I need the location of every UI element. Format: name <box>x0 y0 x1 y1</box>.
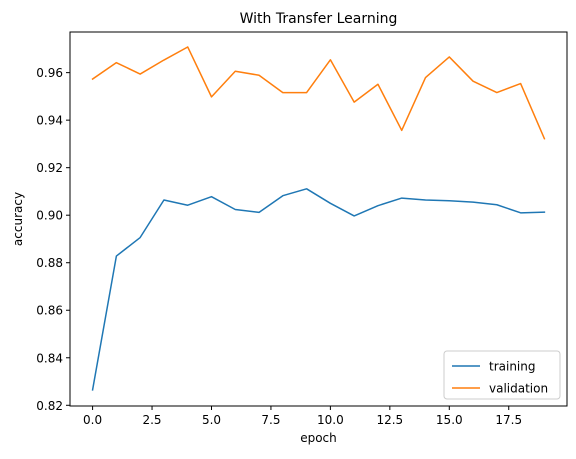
plot-layer <box>91 46 546 391</box>
y-tick-label: 0.90 <box>36 209 63 223</box>
y-axis-ticks: 0.82 0.84 0.86 0.88 0.90 0.92 0.94 0.96 <box>36 66 70 413</box>
y-tick-label: 0.88 <box>36 256 63 270</box>
x-tick-label: 15.0 <box>436 413 463 427</box>
x-axis-label: epoch <box>300 431 337 445</box>
x-tick-label: 10.0 <box>317 413 344 427</box>
series-line-training <box>91 188 546 391</box>
x-tick-label: 0.0 <box>83 413 102 427</box>
y-tick-label: 0.86 <box>36 304 63 318</box>
y-tick-label: 0.92 <box>36 161 63 175</box>
x-tick-label: 17.5 <box>495 413 522 427</box>
legend-label-validation: validation <box>489 382 548 396</box>
chart-title: With Transfer Learning <box>240 11 398 27</box>
y-tick-label: 0.84 <box>36 351 63 365</box>
y-tick-label: 0.82 <box>36 399 63 413</box>
legend-label-training: training <box>489 360 536 374</box>
x-tick-label: 12.5 <box>376 413 403 427</box>
x-tick-label: 7.5 <box>261 413 280 427</box>
x-tick-label: 2.5 <box>142 413 161 427</box>
x-tick-label: 5.0 <box>202 413 221 427</box>
y-tick-label: 0.96 <box>36 66 63 80</box>
legend: training validation <box>443 350 561 400</box>
y-tick-label: 0.94 <box>36 114 63 128</box>
legend-box <box>443 350 561 400</box>
axes-frame <box>69 31 568 407</box>
y-axis-label: accuracy <box>11 192 25 246</box>
series-line-validation <box>91 46 546 140</box>
x-axis-ticks: 0.0 2.5 5.0 7.5 10.0 12.5 15.0 17.5 <box>83 406 522 427</box>
